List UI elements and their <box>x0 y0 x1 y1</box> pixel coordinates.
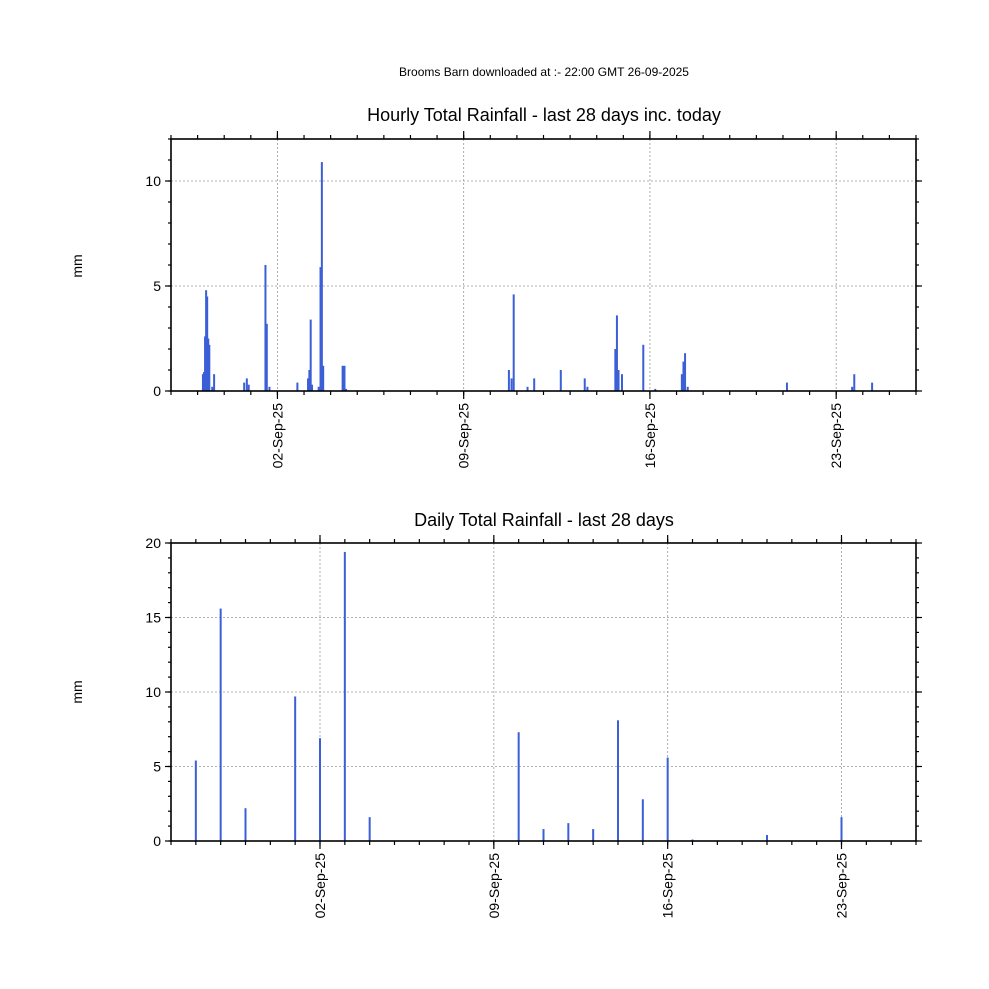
hourly-rainfall-bar <box>533 378 536 391</box>
hourly-rainfall-bar <box>510 378 513 391</box>
hourly-rainfall-bar <box>307 378 310 391</box>
hourly-x-tick-label: 23-Sep-25 <box>828 403 844 469</box>
hourly-rainfall-bar <box>243 382 246 391</box>
hourly-rainfall-bar <box>526 386 529 391</box>
hourly-rainfall-bar <box>311 384 314 391</box>
hourly-rainfall-bar <box>680 374 683 391</box>
hourly-rainfall-bar <box>345 388 348 391</box>
daily-rainfall-bar <box>840 817 843 841</box>
hourly-rainfall-bar <box>201 374 204 391</box>
hourly-rainfall-bar <box>208 344 211 391</box>
hourly-x-tick-label: 02-Sep-25 <box>269 403 285 469</box>
hourly-rainfall-bar <box>268 386 271 391</box>
hourly-rainfall-bar <box>317 386 320 391</box>
daily-plot-frame <box>170 542 917 842</box>
daily-rainfall-bar <box>319 738 321 841</box>
hourly-rainfall-bar <box>204 336 207 391</box>
hourly-rainfall-bar <box>264 265 267 391</box>
hourly-rainfall-chart: Hourly Total Rainfall - last 28 days inc… <box>69 105 922 468</box>
download-header: Brooms Barn downloaded at :- 22:00 GMT 2… <box>399 65 689 79</box>
hourly-x-tick-label: 09-Sep-25 <box>456 403 472 469</box>
hourly-rainfall-bar <box>507 370 510 391</box>
hourly-rainfall-bar <box>851 386 854 391</box>
hourly-plot-frame <box>170 138 917 392</box>
daily-y-tick-label: 0 <box>153 833 161 849</box>
daily-y-tick-label: 5 <box>153 759 161 775</box>
hourly-rainfall-bar <box>265 323 268 391</box>
hourly-rainfall-bar <box>206 296 209 391</box>
hourly-y-axis-label: mm <box>69 254 85 277</box>
hourly-rainfall-bar <box>322 365 325 391</box>
hourly-rainfall-bar <box>871 382 874 391</box>
hourly-rainfall-bar <box>341 365 344 391</box>
daily-y-tick-label: 15 <box>145 610 161 626</box>
hourly-rainfall-bar <box>308 370 311 391</box>
hourly-rainfall-bar <box>620 374 623 391</box>
hourly-rainfall-bar <box>686 386 689 391</box>
hourly-rainfall-bar <box>207 338 210 391</box>
daily-rainfall-bar <box>617 720 619 841</box>
daily-rainfall-bar <box>244 808 247 841</box>
hourly-rainfall-bar <box>245 378 248 391</box>
daily-y-tick-label: 20 <box>145 535 161 551</box>
hourly-rainfall-bar <box>211 386 214 391</box>
hourly-rainfall-bar <box>247 384 250 391</box>
daily-rainfall-bar <box>343 551 346 841</box>
hourly-y-tick-label: 0 <box>153 383 161 399</box>
daily-rainfall-bar <box>766 835 768 841</box>
daily-rainfall-bar <box>641 799 644 841</box>
daily-chart-title: Daily Total Rainfall - last 28 days <box>414 510 674 530</box>
hourly-rainfall-bar <box>320 162 323 391</box>
hourly-y-tick-label: 10 <box>145 173 161 189</box>
hourly-rainfall-bar <box>343 365 346 391</box>
hourly-rainfall-bar <box>614 349 617 391</box>
hourly-rainfall-bar <box>654 388 657 391</box>
daily-rainfall-bar <box>567 823 570 841</box>
daily-x-tick-label: 09-Sep-25 <box>486 853 502 919</box>
daily-rainfall-chart: Daily Total Rainfall - last 28 days mm 0… <box>69 510 922 918</box>
daily-rainfall-bar <box>517 732 520 841</box>
daily-rainfall-bar <box>194 760 197 841</box>
hourly-rainfall-bar <box>617 370 620 391</box>
hourly-rainfall-bar <box>785 382 788 391</box>
hourly-rainfall-bar <box>586 386 589 391</box>
daily-x-tick-label: 16-Sep-25 <box>660 853 676 919</box>
daily-rainfall-bar <box>294 696 297 841</box>
daily-x-tick-label: 02-Sep-25 <box>312 853 328 919</box>
hourly-rainfall-bar <box>205 290 208 391</box>
hourly-chart-title: Hourly Total Rainfall - last 28 days inc… <box>367 105 721 125</box>
daily-rainfall-bar <box>368 817 371 841</box>
hourly-rainfall-bar <box>319 267 322 391</box>
hourly-rainfall-bar <box>512 294 515 391</box>
hourly-rainfall-bar <box>642 344 645 391</box>
daily-rainfall-bar <box>219 608 222 841</box>
hourly-x-tick-label: 16-Sep-25 <box>642 403 658 469</box>
hourly-rainfall-bar <box>682 361 685 391</box>
hourly-rainfall-bar <box>213 374 216 391</box>
daily-rainfall-bar <box>592 829 595 841</box>
daily-y-tick-label: 10 <box>145 684 161 700</box>
hourly-rainfall-bar <box>202 372 205 391</box>
hourly-rainfall-bar <box>684 353 687 391</box>
daily-y-axis-label: mm <box>69 680 85 703</box>
hourly-rainfall-bar <box>615 315 618 391</box>
hourly-rainfall-bar <box>559 370 562 391</box>
hourly-rainfall-bar <box>853 374 856 391</box>
daily-rainfall-bar <box>542 829 545 841</box>
hourly-rainfall-bar <box>309 319 312 391</box>
daily-x-tick-label: 23-Sep-25 <box>834 853 850 919</box>
daily-rainfall-bar <box>666 757 669 841</box>
hourly-y-tick-label: 5 <box>153 278 161 294</box>
hourly-rainfall-bar <box>296 382 299 391</box>
hourly-rainfall-bar <box>583 378 586 391</box>
